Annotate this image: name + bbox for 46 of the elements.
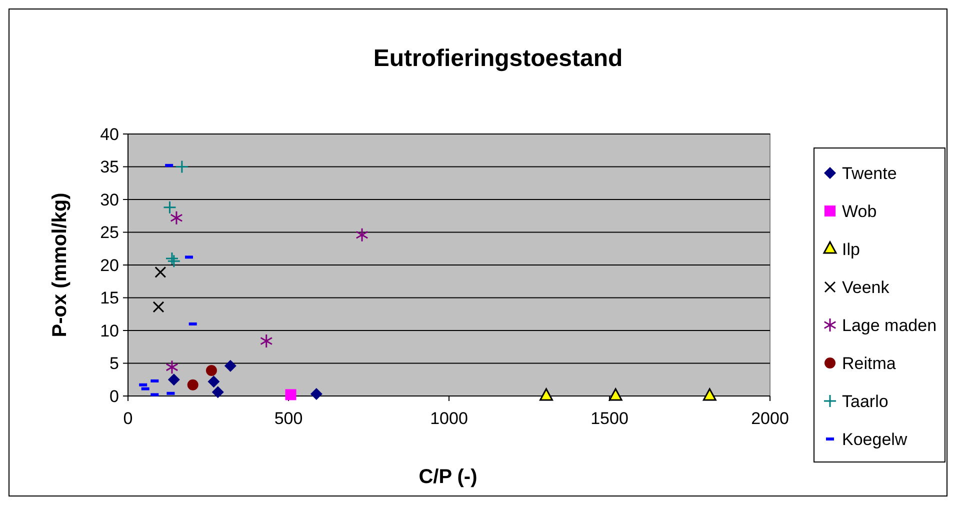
legend-label: Koegelw [842, 430, 908, 449]
y-tick-label: 15 [100, 288, 119, 308]
point [224, 360, 236, 372]
point [208, 376, 220, 388]
legend-label: Reitma [842, 354, 896, 373]
point [166, 360, 178, 374]
x-tick-label: 1000 [430, 409, 468, 428]
x-tick-label: 0 [123, 409, 133, 428]
point [154, 266, 166, 278]
point [206, 364, 217, 376]
point [356, 228, 368, 242]
y-tick-label: 20 [100, 256, 119, 275]
point [702, 388, 716, 401]
point [170, 210, 183, 226]
legend-label: Wob [842, 202, 877, 221]
point [152, 301, 164, 313]
point [260, 334, 273, 348]
y-tick-label: 25 [100, 223, 119, 242]
legend-label: Lage maden [842, 316, 937, 335]
legend-label: Ilp [842, 240, 860, 259]
point [212, 386, 224, 398]
y-tick-label: 10 [100, 321, 119, 340]
y-tick-label: 0 [110, 386, 119, 406]
y-tick-label: 5 [110, 354, 119, 374]
point [167, 254, 181, 268]
legend-label: Twente [842, 164, 897, 183]
point [175, 160, 189, 174]
point [608, 388, 622, 401]
y-tick-label: 35 [100, 158, 119, 177]
x-axis-title: C/P (-) [418, 466, 478, 488]
x-tick-label: 500 [274, 409, 303, 428]
y-tick-label: 30 [100, 190, 119, 210]
legend-label: Taarlo [842, 392, 888, 411]
point [285, 389, 296, 400]
point [187, 379, 198, 390]
legend-label: Veenk [842, 278, 890, 297]
x-tick-label: 1500 [590, 409, 628, 428]
point [168, 374, 180, 386]
point [165, 252, 179, 266]
point [540, 388, 554, 401]
point [162, 200, 176, 214]
chart-title: Eutrofieringstoestand [373, 45, 623, 72]
y-axis-title: P-ox (mmol/kg) [49, 192, 71, 338]
y-tick-label: 40 [100, 124, 119, 144]
point [310, 388, 322, 400]
x-tick-label: 2000 [751, 409, 789, 428]
